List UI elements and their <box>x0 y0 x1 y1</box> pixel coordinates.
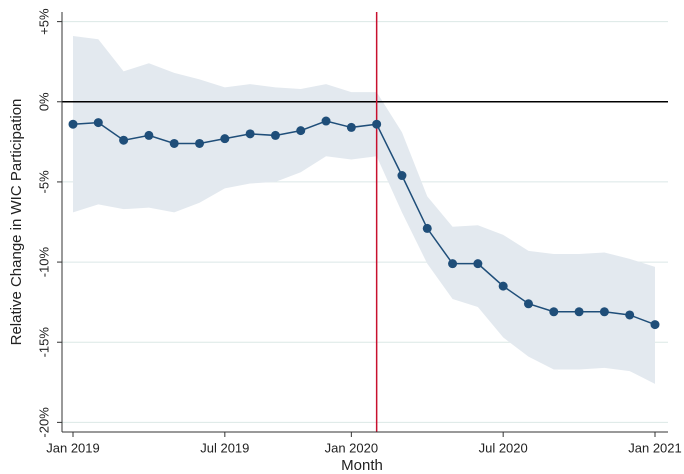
x-tick-label: Jul 2019 <box>200 440 249 455</box>
point <box>650 320 660 330</box>
y-tick-label: 0% <box>36 92 51 111</box>
point <box>220 134 230 144</box>
point <box>397 171 407 181</box>
point <box>625 310 635 320</box>
point <box>599 307 609 317</box>
x-tick-label: Jan 2021 <box>628 440 682 455</box>
point <box>270 130 280 140</box>
point <box>422 223 432 233</box>
x-tick-label: Jan 2020 <box>325 440 379 455</box>
point <box>93 118 103 128</box>
point <box>549 307 559 317</box>
point <box>195 138 205 148</box>
y-tick-label: -15% <box>36 327 51 358</box>
y-tick-label: -5% <box>36 170 51 194</box>
x-tick-label: Jan 2019 <box>46 440 100 455</box>
point <box>498 281 508 291</box>
x-tick-label: Jul 2020 <box>479 440 528 455</box>
point <box>119 135 129 145</box>
point <box>245 129 255 139</box>
point <box>372 119 382 129</box>
point <box>523 299 533 309</box>
point <box>169 138 179 148</box>
point <box>346 122 356 132</box>
point <box>296 126 306 136</box>
x-axis-label: Month <box>341 457 383 474</box>
point <box>68 119 78 129</box>
y-axis-label: Relative Change in WIC Participation <box>8 99 25 346</box>
y-tick-label: +5% <box>36 8 51 35</box>
y-tick-label: -10% <box>36 246 51 277</box>
point <box>448 259 458 269</box>
y-tick-label: -20% <box>36 407 51 438</box>
point <box>574 307 584 317</box>
point <box>321 116 331 126</box>
point <box>144 130 154 140</box>
confidence-band <box>73 36 655 384</box>
point <box>473 259 483 269</box>
